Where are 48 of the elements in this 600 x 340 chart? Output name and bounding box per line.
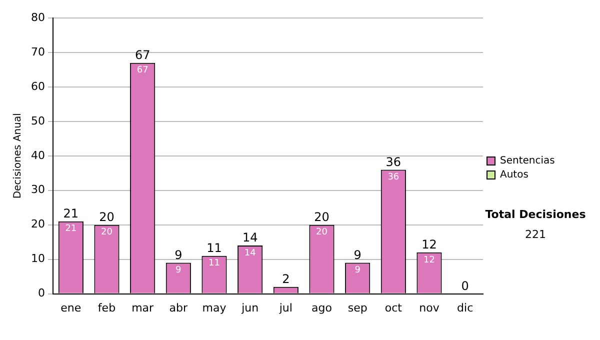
y-tick-label: 50 [30, 114, 45, 128]
total-label: 9 [354, 248, 362, 262]
x-tick-label: sep [348, 301, 368, 314]
x-tick-label: may [202, 301, 227, 314]
y-tick-label: 40 [30, 148, 45, 162]
y-tick-label: 30 [30, 183, 45, 196]
data-label: 9 [176, 266, 182, 276]
data-label: 67 [136, 66, 148, 76]
x-tick-label: dic [457, 301, 474, 314]
data-label: 21 [65, 224, 77, 234]
y-tick-label: 80 [30, 10, 45, 24]
data-label: 9 [354, 266, 361, 276]
x-tick-label: ago [312, 301, 332, 314]
x-tick-label: abr [169, 301, 188, 314]
data-label: 14 [244, 248, 256, 258]
x-tick-label: oct [384, 301, 403, 314]
total-label: 67 [134, 48, 150, 62]
x-tick-label: feb [98, 301, 116, 314]
legend-label: Autos [500, 170, 528, 181]
x-tick-label: jun [240, 301, 259, 314]
x-tick-label: mar [132, 301, 154, 314]
total-label: 14 [242, 230, 258, 245]
text: Total Decisiones [485, 208, 586, 221]
total-label: 11 [206, 241, 222, 256]
total-label: 2 [282, 272, 290, 286]
data-label: 20 [101, 228, 113, 238]
x-tick-label: ene [60, 301, 82, 314]
data-label: 12 [424, 255, 435, 266]
y-tick-label: 10 [30, 252, 45, 266]
total-label: 20 [314, 210, 330, 224]
total-label: 0 [461, 278, 469, 293]
total-label: 12 [422, 238, 437, 252]
y-tick-label: 60 [30, 80, 45, 93]
y-axis-title: Decisiones Anual [12, 113, 24, 199]
total-label: 20 [99, 210, 114, 224]
y-tick-label: 0 [38, 286, 45, 300]
x-tick-label: nov [419, 301, 440, 314]
total-label: 36 [386, 154, 402, 169]
data-label: 11 [208, 258, 220, 269]
total-label: 9 [174, 248, 182, 262]
total-label: 21 [63, 206, 79, 221]
y-tick-label: 70 [30, 45, 45, 58]
data-label: 36 [388, 172, 400, 183]
x-tick-label: jul [278, 301, 292, 314]
data-label: 20 [316, 228, 328, 238]
y-tick-label: 20 [30, 218, 45, 231]
legend-label: Sentencias [500, 156, 555, 167]
text: 221 [525, 228, 546, 241]
